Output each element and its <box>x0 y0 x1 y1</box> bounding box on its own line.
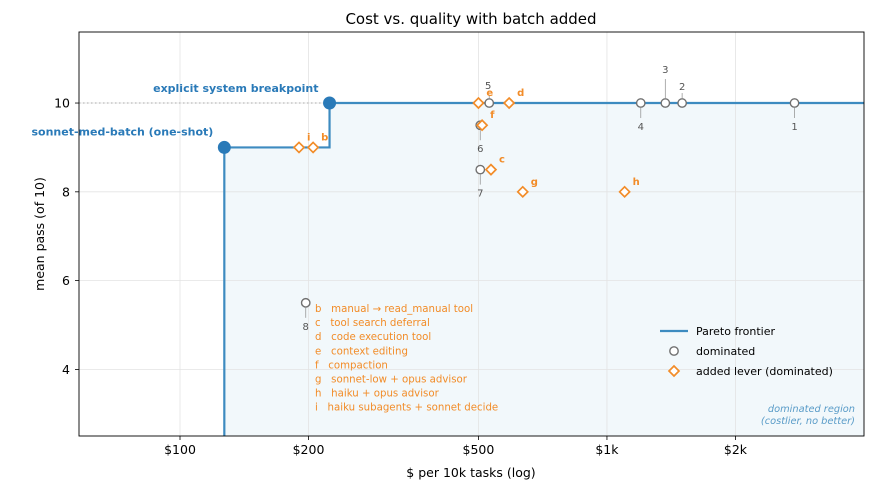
lever-label: c <box>499 155 505 166</box>
x-tick-label: $200 <box>293 442 325 457</box>
lever-label: h <box>633 177 640 188</box>
frontier-label: explicit system breakpoint <box>153 82 318 95</box>
dominated-label: 7 <box>477 189 483 200</box>
y-tick-label: 10 <box>54 96 70 111</box>
lever-key-item: f compaction <box>315 360 388 371</box>
dominated-label: 2 <box>679 82 685 93</box>
x-tick-label: $2k <box>724 442 748 457</box>
lever-key-item: h haiku + opus advisor <box>315 389 440 400</box>
region-note: dominated region(costlier, no better) <box>761 404 855 427</box>
lever-point <box>292 141 306 154</box>
dominated-point <box>300 297 311 308</box>
lever-label: f <box>490 110 495 121</box>
legend-entry: added lever (dominated) <box>696 365 833 378</box>
lever-key-item: c tool search deferral <box>315 318 430 329</box>
y-tick-label: 8 <box>62 184 70 199</box>
dominated-point <box>635 98 646 108</box>
x-tick-label: $500 <box>463 442 495 457</box>
lever-key: b manual → read_manual tool c tool search… <box>315 304 498 414</box>
legend: Pareto frontier dominated added lever (dom… <box>660 325 833 378</box>
lever-label: b <box>321 132 328 143</box>
lever-key-item: d code execution tool <box>315 332 431 343</box>
x-axis-label: $ per 10k tasks (log) <box>406 465 535 480</box>
dominated-point <box>660 98 671 108</box>
lever-label: e <box>486 88 493 99</box>
dominated-label: 1 <box>791 122 797 133</box>
region-note-line: dominated region <box>768 404 855 415</box>
x-tick-label: $100 <box>164 442 196 457</box>
x-tick-label: $1k <box>595 442 619 457</box>
lever-point <box>516 185 529 199</box>
lever-point <box>475 119 489 132</box>
chart-title: Cost vs. quality with batch added <box>345 10 596 28</box>
lever-point <box>618 185 631 199</box>
lever-point <box>502 96 516 110</box>
dominated-label: 3 <box>662 65 668 76</box>
dominated-point <box>677 98 688 108</box>
y-tick-label: 4 <box>62 362 70 377</box>
lever-key-item: g sonnet-low + opus advisor <box>315 375 468 386</box>
lever-label: d <box>517 88 524 99</box>
dominated-label: 6 <box>477 144 483 155</box>
region-note-line: (costlier, no better) <box>761 416 855 427</box>
legend-entry: dominated <box>696 345 755 358</box>
frontier-point <box>323 96 337 110</box>
lever-label: g <box>531 177 538 188</box>
frontier-point <box>217 140 231 154</box>
lever-label: i <box>307 132 310 143</box>
dominated-point <box>789 98 800 108</box>
dominated-label: 5 <box>485 81 491 92</box>
dominated-point <box>475 164 486 175</box>
legend-entry: Pareto frontier <box>696 325 775 338</box>
y-tick-label: 6 <box>62 273 70 288</box>
dominated-region <box>224 103 864 437</box>
legend-lever-swatch <box>667 364 681 378</box>
legend-dominated-swatch <box>669 346 679 356</box>
frontier-label: sonnet-med-batch (one-shot) <box>32 125 214 138</box>
lever-point <box>306 141 320 154</box>
dominated-label: 4 <box>638 122 644 133</box>
dominated-label: 8 <box>303 322 309 333</box>
lever-key-item: e context editing <box>315 346 408 357</box>
y-axis-label: mean pass (of 10) <box>32 177 47 291</box>
lever-point <box>472 96 485 110</box>
dominated-point <box>484 98 495 108</box>
lever-point <box>484 163 498 176</box>
lever-key-item: b manual → read_manual tool <box>315 304 473 315</box>
lever-key-item: i haiku subagents + sonnet decide <box>315 403 498 414</box>
